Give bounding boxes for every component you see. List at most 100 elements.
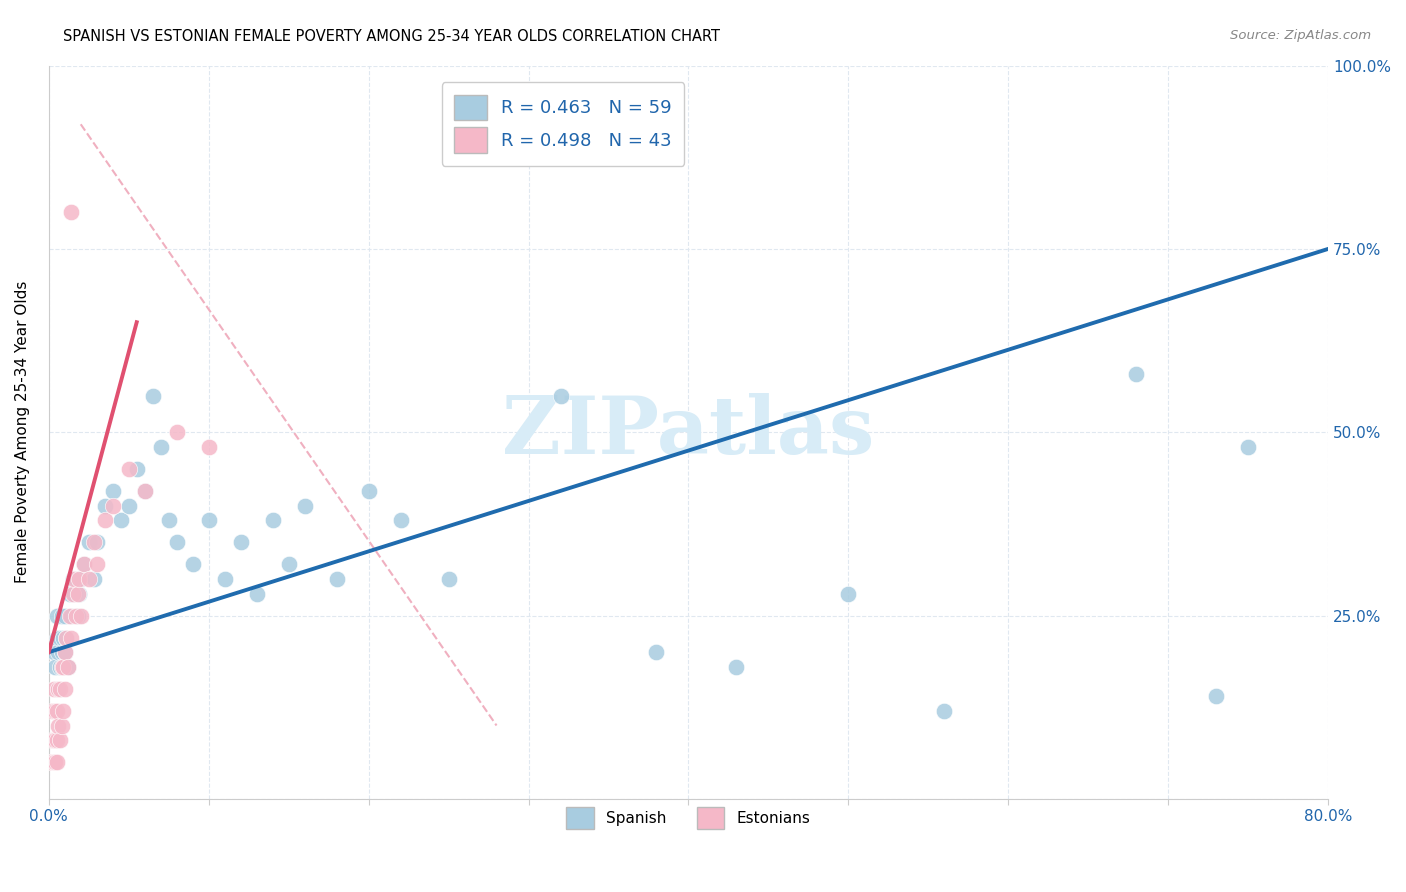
Text: SPANISH VS ESTONIAN FEMALE POVERTY AMONG 25-34 YEAR OLDS CORRELATION CHART: SPANISH VS ESTONIAN FEMALE POVERTY AMONG… bbox=[63, 29, 720, 45]
Point bbox=[53, 645, 76, 659]
Point bbox=[83, 572, 105, 586]
Point bbox=[294, 499, 316, 513]
Text: Source: ZipAtlas.com: Source: ZipAtlas.com bbox=[1230, 29, 1371, 43]
Point bbox=[325, 572, 347, 586]
Point bbox=[51, 718, 73, 732]
Point bbox=[45, 631, 67, 645]
Point bbox=[44, 660, 66, 674]
Point bbox=[45, 608, 67, 623]
Point bbox=[157, 513, 180, 527]
Point bbox=[1237, 440, 1260, 454]
Point bbox=[1205, 689, 1227, 703]
Point bbox=[214, 572, 236, 586]
Point bbox=[53, 608, 76, 623]
Point bbox=[45, 704, 67, 718]
Point bbox=[725, 660, 748, 674]
Point bbox=[65, 608, 87, 623]
Point bbox=[125, 462, 148, 476]
Point bbox=[110, 513, 132, 527]
Point bbox=[837, 586, 859, 600]
Point bbox=[1125, 367, 1147, 381]
Point bbox=[51, 660, 73, 674]
Point bbox=[49, 660, 72, 674]
Point bbox=[67, 572, 90, 586]
Point bbox=[42, 645, 65, 659]
Point bbox=[52, 660, 75, 674]
Point bbox=[67, 586, 90, 600]
Point bbox=[60, 608, 83, 623]
Point bbox=[550, 388, 572, 402]
Point bbox=[52, 631, 75, 645]
Point bbox=[77, 535, 100, 549]
Point bbox=[51, 608, 73, 623]
Point bbox=[45, 733, 67, 747]
Point bbox=[93, 499, 115, 513]
Point bbox=[55, 631, 77, 645]
Point bbox=[246, 586, 269, 600]
Point bbox=[53, 645, 76, 659]
Point bbox=[86, 535, 108, 549]
Point bbox=[45, 755, 67, 769]
Point bbox=[86, 558, 108, 572]
Point bbox=[60, 631, 83, 645]
Point bbox=[197, 513, 219, 527]
Point bbox=[134, 483, 156, 498]
Point bbox=[46, 681, 69, 696]
Point bbox=[134, 483, 156, 498]
Point bbox=[52, 704, 75, 718]
Point bbox=[58, 608, 80, 623]
Point bbox=[437, 572, 460, 586]
Point bbox=[83, 535, 105, 549]
Point bbox=[44, 704, 66, 718]
Point bbox=[65, 572, 87, 586]
Point bbox=[118, 462, 141, 476]
Point bbox=[46, 681, 69, 696]
Point bbox=[62, 586, 84, 600]
Point bbox=[66, 586, 89, 600]
Point bbox=[41, 704, 63, 718]
Point bbox=[934, 704, 956, 718]
Point bbox=[389, 513, 412, 527]
Point bbox=[63, 572, 86, 586]
Point bbox=[60, 205, 83, 219]
Point bbox=[73, 558, 96, 572]
Point bbox=[357, 483, 380, 498]
Point bbox=[181, 558, 204, 572]
Point bbox=[645, 645, 668, 659]
Point bbox=[63, 586, 86, 600]
Point bbox=[142, 388, 165, 402]
Point bbox=[49, 733, 72, 747]
Point bbox=[56, 660, 79, 674]
Point bbox=[262, 513, 284, 527]
Point bbox=[66, 608, 89, 623]
Point bbox=[49, 681, 72, 696]
Point bbox=[77, 572, 100, 586]
Point bbox=[49, 631, 72, 645]
Point bbox=[46, 645, 69, 659]
Point bbox=[44, 733, 66, 747]
Point bbox=[229, 535, 252, 549]
Point bbox=[58, 586, 80, 600]
Point bbox=[69, 572, 91, 586]
Point bbox=[53, 681, 76, 696]
Point bbox=[51, 645, 73, 659]
Point bbox=[277, 558, 299, 572]
Point bbox=[118, 499, 141, 513]
Point bbox=[46, 718, 69, 732]
Point bbox=[41, 733, 63, 747]
Point bbox=[197, 440, 219, 454]
Legend: Spanish, Estonians: Spanish, Estonians bbox=[560, 801, 817, 835]
Point bbox=[56, 660, 79, 674]
Point bbox=[39, 755, 62, 769]
Point bbox=[42, 681, 65, 696]
Point bbox=[44, 755, 66, 769]
Point bbox=[101, 483, 124, 498]
Point bbox=[101, 499, 124, 513]
Point bbox=[62, 572, 84, 586]
Point bbox=[42, 733, 65, 747]
Point bbox=[55, 631, 77, 645]
Text: ZIPatlas: ZIPatlas bbox=[502, 393, 875, 471]
Point bbox=[69, 608, 91, 623]
Point bbox=[485, 117, 508, 131]
Point bbox=[52, 660, 75, 674]
